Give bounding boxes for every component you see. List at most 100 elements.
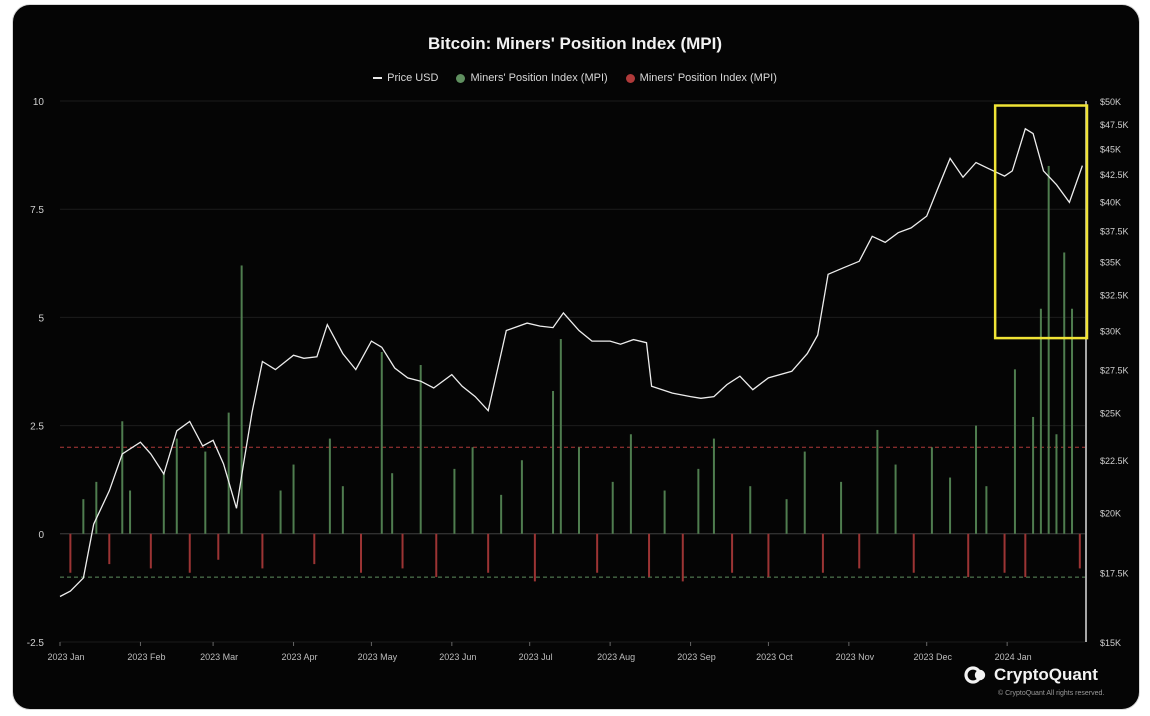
mpi-bar-positive [204,451,207,534]
mpi-bar-negative [821,533,824,573]
mpi-bar-negative [487,533,490,573]
right-tick-label: $50K [1100,97,1121,107]
chart-title: Bitcoin: Miners' Position Index (MPI) [428,34,722,53]
mpi-bar-positive [876,429,879,534]
x-tick-label: 2023 Feb [127,652,165,662]
mpi-bar-positive [227,412,230,534]
mpi-bar-positive [95,481,98,534]
legend-item-price[interactable]: Price USD [373,72,438,84]
mpi-bar-positive [697,468,700,534]
mpi-bar-negative [1003,533,1006,573]
mpi-bar-positive [629,434,632,534]
right-tick-label: $25K [1100,408,1121,418]
mpi-bar-positive [1047,165,1050,534]
chart-card [12,4,1140,710]
mpi-bar-positive [1071,308,1074,534]
mpi-bar-positive [121,421,124,534]
mpi-bar-positive [520,460,523,534]
x-tick-label: 2023 Dec [913,652,952,662]
left-tick-label: 2.5 [30,422,44,433]
mpi-bar-negative [108,533,111,565]
mpi-bar-negative [217,533,220,560]
mpi-bar-positive [975,425,978,534]
mpi-bar-negative [731,533,734,573]
legend-label-mpi-negative: Miners' Position Index (MPI) [639,72,777,84]
x-tick-label: 2023 Sep [677,652,716,662]
mpi-bar-negative [149,533,152,569]
mpi-bar-negative [858,533,861,569]
mpi-bar-positive [1032,416,1035,534]
right-tick-label: $15K [1100,638,1121,648]
x-tick-label: 2023 Jul [519,652,553,662]
right-tick-label: $47.5K [1100,120,1129,130]
cryptoquant-logo: CryptoQuant [964,665,1098,685]
mpi-bar-positive [1055,434,1058,534]
mpi-bar-positive [453,468,456,534]
mpi-bar-negative [912,533,915,573]
mpi-bar-positive [785,499,788,534]
mpi-bar-positive [930,447,933,534]
right-tick-label: $30K [1100,327,1121,337]
right-tick-label: $45K [1100,144,1121,154]
mpi-bar-positive [803,451,806,534]
mpi-bar-negative [435,533,438,578]
right-tick-label: $42.5K [1100,170,1129,180]
mpi-bar-positive [419,365,422,534]
right-tick-label: $40K [1100,197,1121,207]
right-tick-label: $32.5K [1100,291,1129,301]
mpi-bar-positive [162,473,165,534]
x-tick-label: 2023 Apr [282,652,318,662]
mpi-bar-negative [648,533,651,578]
legend-item-mpi-negative[interactable]: Miners' Position Index (MPI) [625,72,777,84]
right-tick-label: $27.5K [1100,366,1129,376]
mpi-bar-positive [1013,369,1016,534]
cryptoquant-icon [964,666,986,684]
mpi-bar-negative [681,533,684,582]
mpi-bar-positive [749,486,752,534]
mpi-bar-negative [261,533,264,569]
mpi-bar-positive [611,481,614,534]
line-swatch-icon [373,77,383,79]
mpi-bar-positive [341,486,344,534]
mpi-bar-positive [894,464,897,534]
mpi-bar-negative [360,533,363,573]
mpi-bar-positive [471,447,474,534]
mpi-bar-positive [380,352,383,534]
mpi-bar-negative [767,533,770,578]
copyright-text: © CryptoQuant All rights reserved. [998,690,1105,697]
legend-item-mpi-positive[interactable]: Miners' Position Index (MPI) [456,72,608,84]
mpi-bar-negative [533,533,536,582]
mpi-bar-positive [712,438,715,534]
right-tick-label: $17.5K [1100,569,1129,579]
x-tick-label: 2024 Jan [995,652,1032,662]
mpi-bar-positive [129,490,132,534]
left-tick-label: 7.5 [30,205,44,216]
x-tick-label: 2023 Aug [597,652,635,662]
x-tick-label: 2023 Oct [756,652,793,662]
mpi-bar-positive [175,438,178,534]
mpi-bar-positive [552,390,555,534]
left-tick-label: 10 [33,97,45,108]
price-line [59,127,1084,598]
mpi-bar-negative [967,533,970,578]
left-tick-label: 5 [38,313,44,324]
mpi-bar-negative [188,533,191,573]
x-tick-label: 2023 Jan [47,652,84,662]
right-tick-label: $20K [1100,509,1121,519]
mpi-bar-positive [292,464,295,534]
mpi-bar-positive [949,477,952,534]
mpi-bar-negative [596,533,599,573]
mpi-bar-negative [69,533,72,573]
brand-name: CryptoQuant [994,665,1098,684]
mpi-bar-negative [401,533,404,569]
highlight-box [993,104,1089,340]
mpi-bar-positive [1039,308,1042,534]
x-tick-label: 2023 Mar [200,652,238,662]
mpi-bar-positive [391,473,394,534]
mpi-bar-positive [663,490,666,534]
mpi-bar-positive [328,438,331,534]
mpi-bar-negative [1024,533,1027,578]
mpi-bar-positive [559,339,562,534]
x-tick-label: 2023 May [358,652,398,662]
